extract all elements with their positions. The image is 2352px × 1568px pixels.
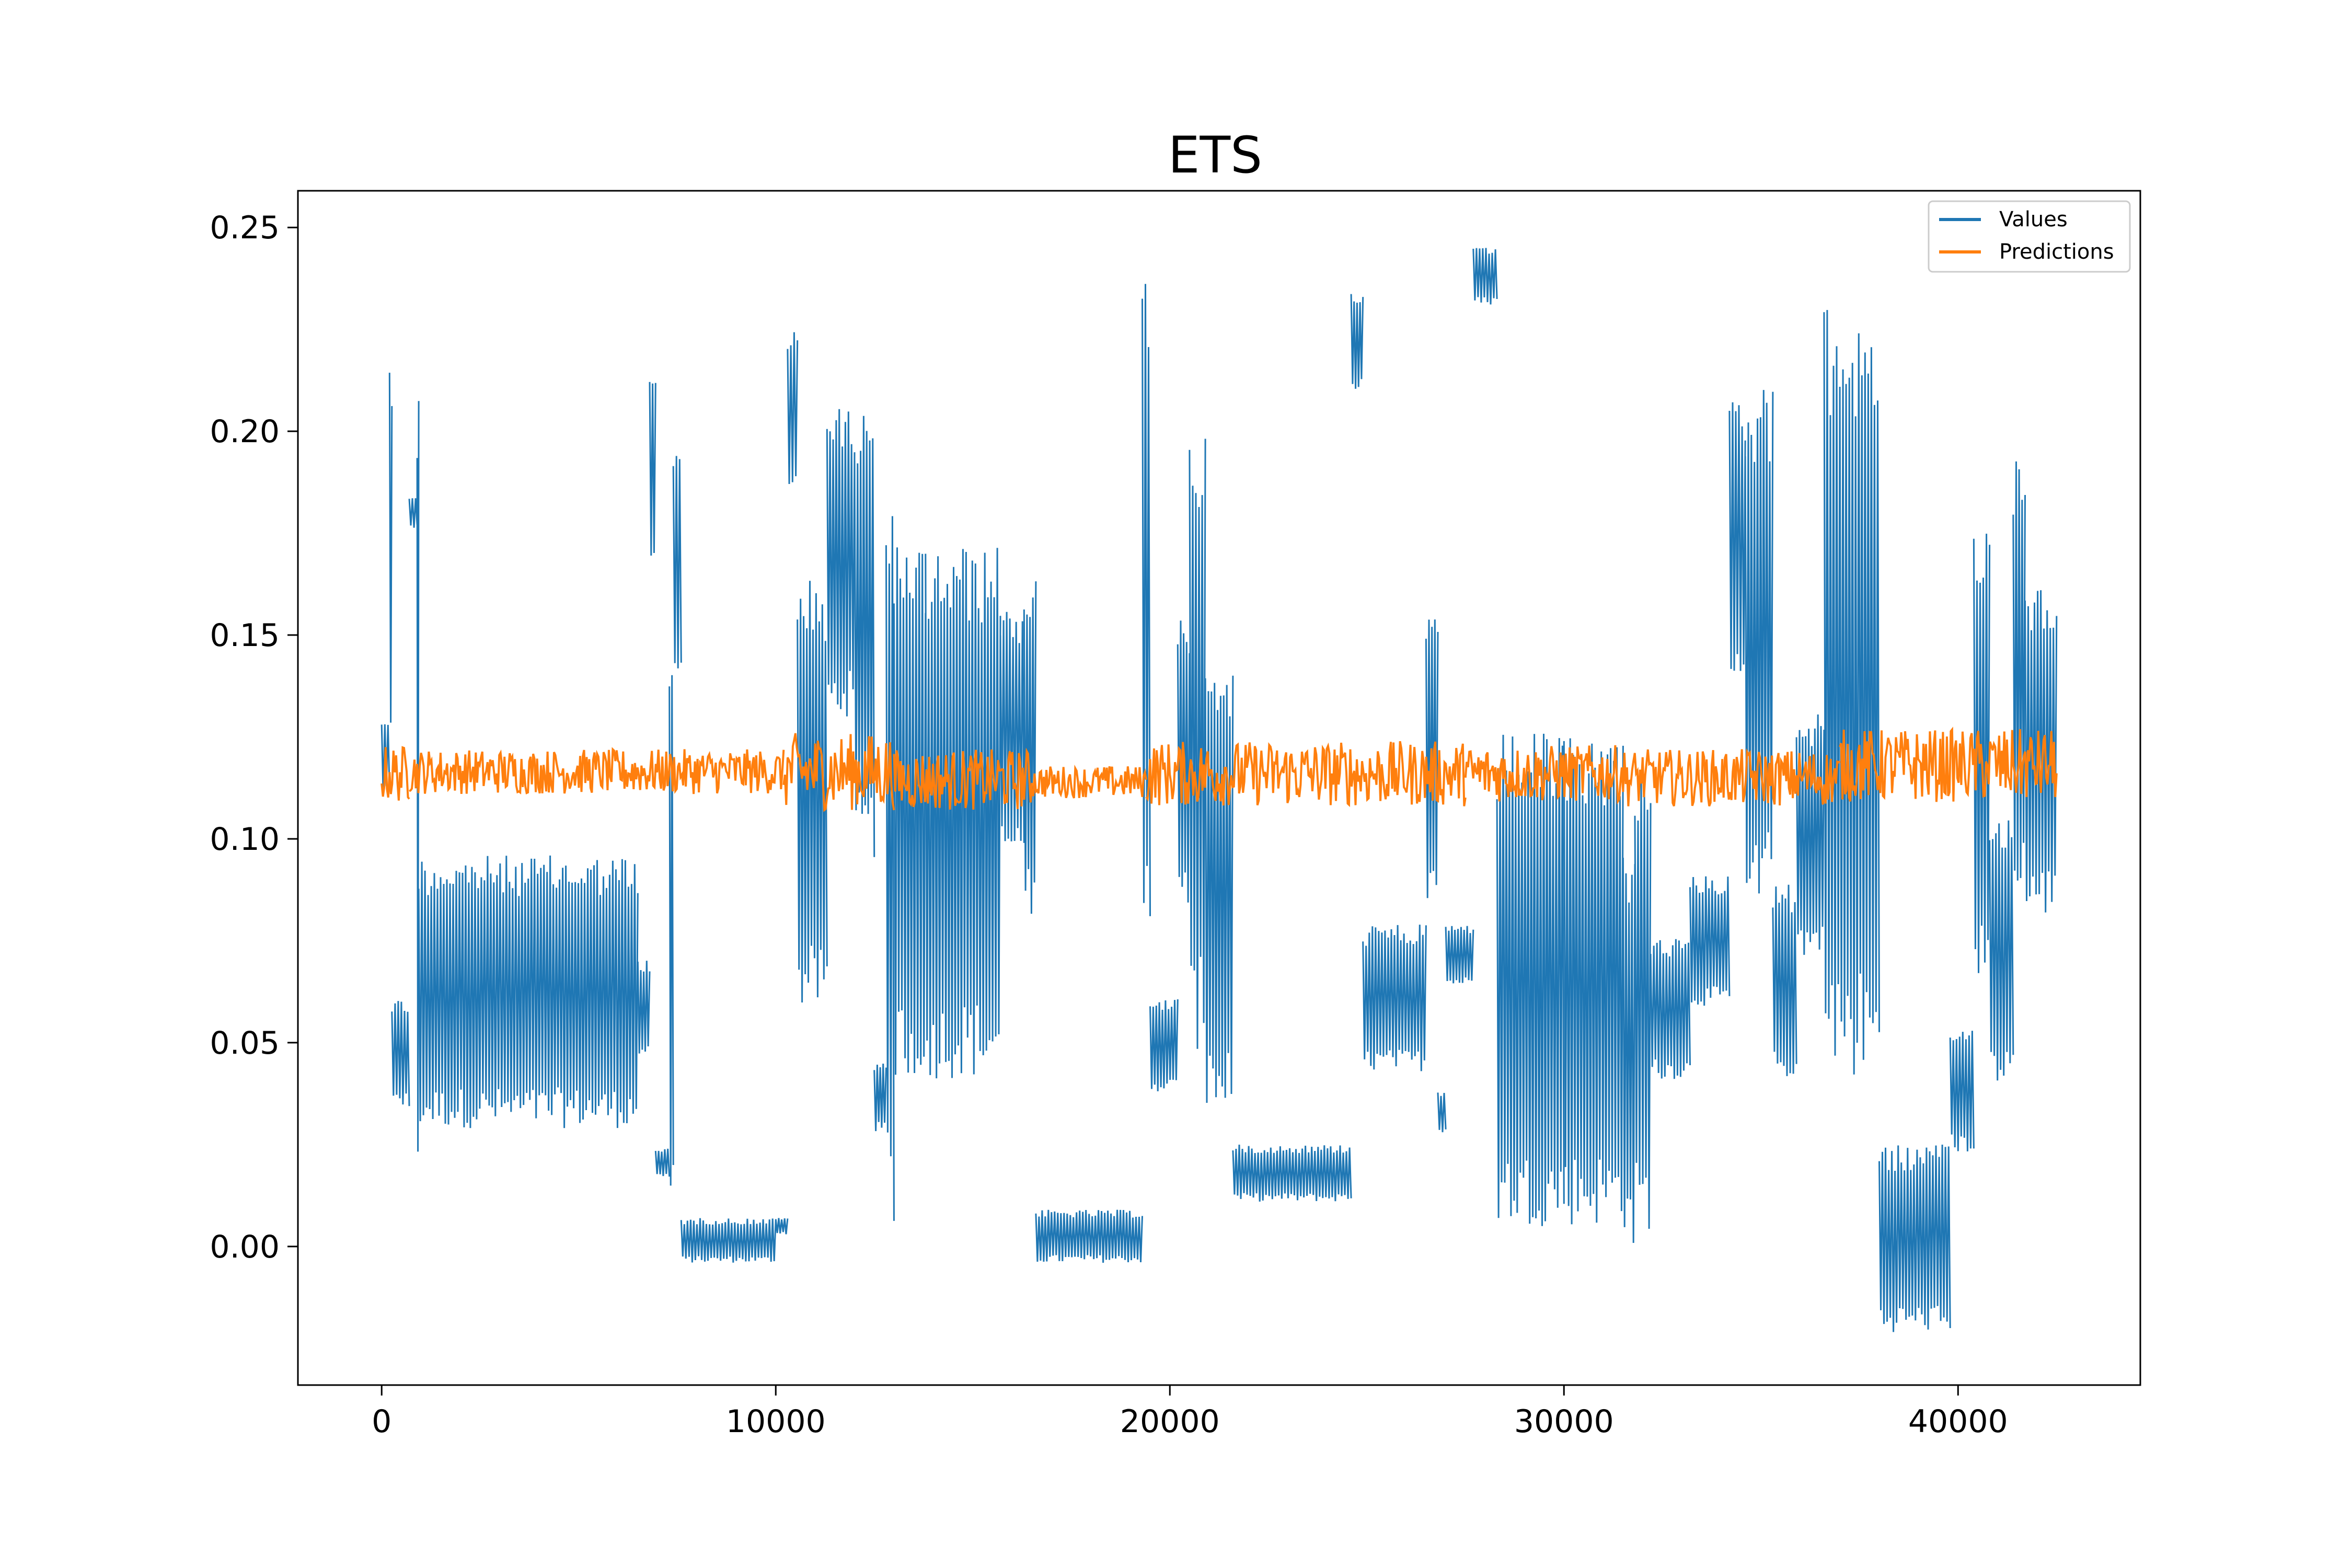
- values-segment: [2024, 590, 2058, 913]
- values-segment: [388, 373, 393, 723]
- predictions-segment: [782, 733, 895, 812]
- values-segment: [1973, 534, 1991, 973]
- y-tick-label: 0.15: [210, 617, 280, 654]
- predictions-segment: [1839, 727, 2058, 802]
- values-segment: [873, 1063, 887, 1132]
- values-segment: [654, 1148, 671, 1177]
- values-segment: [637, 961, 651, 1054]
- values-segment: [2012, 461, 2026, 881]
- predictions-segment: [1464, 745, 1624, 805]
- values-segment: [668, 675, 674, 1186]
- legend-predictions-label: Predictions: [1999, 240, 2114, 264]
- predictions-segment: [1622, 748, 1841, 807]
- legend: Values Predictions: [1928, 200, 2131, 273]
- y-tick-label: 0.00: [210, 1229, 280, 1265]
- y-tick-label: 0.20: [210, 413, 280, 450]
- values-segment: [1232, 1144, 1352, 1202]
- values-segment: [775, 1218, 789, 1235]
- values-segment: [1878, 1144, 1951, 1332]
- values-segment: [649, 382, 656, 556]
- values-segment: [893, 547, 927, 1075]
- values-segment: [1189, 439, 1206, 1049]
- legend-values-label: Values: [1999, 207, 2068, 232]
- x-tick-label: 20000: [1120, 1403, 1220, 1440]
- values-segment: [1142, 284, 1151, 916]
- values-segment: [672, 456, 682, 668]
- values-segment: [1035, 1209, 1143, 1263]
- predictions-segment: [381, 746, 410, 801]
- values-segment: [1823, 310, 1880, 1075]
- values-segment: [1496, 733, 1565, 1226]
- values-segment: [680, 1218, 777, 1263]
- predictions-segment: [1145, 741, 1467, 808]
- values-segment: [391, 1001, 410, 1106]
- y-axis: 0.00 0.05 0.10 0.15 0.20 0.25: [210, 210, 298, 1265]
- values-segment: [1989, 820, 2014, 1081]
- values-segment: [1445, 926, 1474, 984]
- values-segment: [787, 332, 799, 485]
- predictions-segment: [409, 747, 785, 795]
- x-tick-label: 30000: [1514, 1403, 1614, 1440]
- values-segment: [1437, 1092, 1447, 1133]
- values-segment: [1204, 675, 1234, 1103]
- x-axis: 0 10000 20000 30000 40000: [372, 1385, 2008, 1440]
- y-tick-label: 0.05: [210, 1025, 280, 1062]
- values-segment: [925, 548, 1001, 1079]
- axes-frame: [297, 190, 2141, 1386]
- predictions-series: [381, 727, 2058, 812]
- values-segment: [1728, 402, 1746, 671]
- predictions-segment: [1031, 764, 1147, 799]
- values-segment: [408, 498, 418, 528]
- y-tick-label: 0.10: [210, 821, 280, 858]
- values-segment: [416, 401, 420, 1152]
- values-segment: [1772, 884, 1797, 1076]
- values-segment: [1744, 390, 1774, 894]
- values-segment: [1177, 620, 1191, 903]
- predictions-segment: [893, 747, 1033, 810]
- values-segment: [1689, 876, 1731, 1006]
- chart-title: ETS: [1168, 126, 1262, 185]
- values-segment: [418, 855, 639, 1128]
- values-segment: [885, 516, 895, 1221]
- x-tick-label: 10000: [726, 1403, 826, 1440]
- values-segment: [1149, 999, 1179, 1091]
- x-tick-label: 0: [372, 1403, 391, 1440]
- values-segment: [1634, 777, 1652, 1229]
- values-segment: [1650, 939, 1691, 1079]
- values-segment: [999, 612, 1025, 843]
- values-segment: [1362, 925, 1427, 1071]
- y-tick-label: 0.25: [210, 210, 280, 246]
- values-segment: [1795, 714, 1825, 955]
- values-segment: [1622, 858, 1636, 1243]
- values-segment: [826, 409, 856, 717]
- values-segment: [1949, 1031, 1975, 1151]
- plot-area: [297, 190, 2141, 1386]
- values-segment: [1472, 248, 1498, 305]
- values-segment: [1350, 294, 1364, 389]
- x-tick-label: 40000: [1908, 1403, 2008, 1440]
- values-segment: [1563, 738, 1624, 1225]
- values-segment: [797, 581, 828, 1003]
